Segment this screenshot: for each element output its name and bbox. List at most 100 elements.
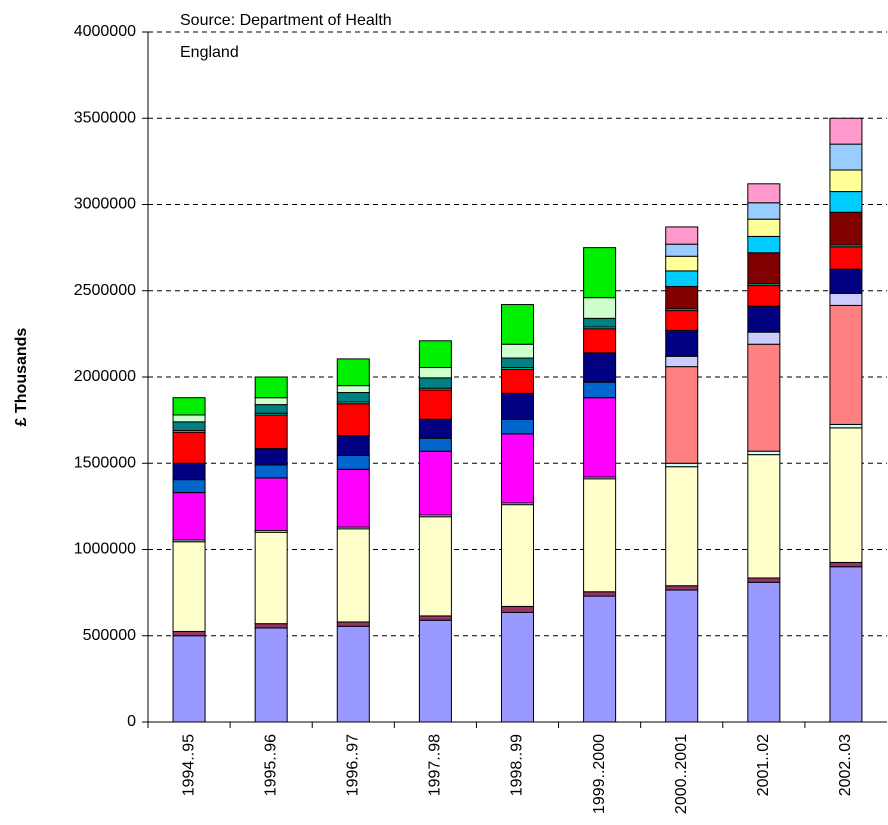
- bar-segment: [336, 435, 370, 456]
- bar-segment: [583, 317, 617, 328]
- bar-segment: [665, 310, 699, 331]
- bar-segment: [336, 403, 370, 437]
- bar-segment: [500, 418, 535, 435]
- bar-segment: [254, 623, 288, 629]
- x-tick-label: 1996..97: [344, 734, 361, 796]
- bar-segment: [254, 448, 288, 466]
- bar-segment: [747, 218, 781, 237]
- bar-segment: [336, 528, 370, 623]
- bar-segment: [829, 246, 863, 270]
- bar-segment: [336, 625, 370, 723]
- bar-segment: [336, 358, 370, 387]
- bar-segment: [665, 466, 699, 587]
- bar-segment: [172, 635, 206, 723]
- bar-segment: [418, 516, 452, 617]
- bar-segment: [418, 389, 452, 420]
- bar-segment: [172, 541, 206, 632]
- y-tick-label: 2500000: [74, 282, 136, 299]
- bar-segment: [665, 355, 699, 368]
- bar-segment: [500, 392, 535, 420]
- bar-segment: [747, 581, 781, 723]
- bar-segment: [172, 492, 206, 541]
- annotation: Source: Department of Health: [180, 12, 392, 29]
- bar-segment: [747, 450, 781, 456]
- bar-segment: [172, 462, 206, 481]
- bar-segment: [500, 605, 535, 613]
- bar-segment: [336, 454, 370, 470]
- bar-segment: [583, 397, 617, 478]
- bar-segment: [418, 377, 452, 389]
- bar-segment: [583, 591, 617, 597]
- bar-segment: [829, 561, 863, 568]
- bar-segment: [665, 462, 699, 468]
- bar-segment: [500, 433, 535, 504]
- bar-segment: [747, 343, 781, 452]
- bar-segment: [583, 297, 617, 319]
- bar-segment: [829, 191, 863, 213]
- bar-segment: [500, 357, 535, 369]
- bar-segment: [747, 235, 781, 254]
- bar-segment: [583, 381, 617, 399]
- y-tick-label: 1000000: [74, 541, 136, 558]
- bar-segment: [254, 414, 288, 450]
- bar-segment: [172, 431, 206, 464]
- bar-segment: [172, 421, 206, 431]
- bar-segment: [336, 621, 370, 627]
- bar-segment: [829, 117, 863, 145]
- bar-segment: [418, 437, 452, 452]
- y-tick-label: 3500000: [74, 109, 136, 126]
- bar-segment: [829, 268, 863, 294]
- x-tick-label: 2002..03: [837, 734, 854, 796]
- bar-segment: [418, 450, 452, 516]
- y-tick-label: 0: [127, 713, 136, 730]
- bar-segment: [172, 630, 206, 637]
- bar-segment: [747, 305, 781, 333]
- bar-segment: [665, 366, 699, 464]
- bar-segment: [172, 414, 206, 423]
- bar-segment: [418, 340, 452, 369]
- bar-segment: [500, 611, 535, 723]
- bar-segment: [583, 247, 617, 299]
- y-axis-title: £ Thousands: [13, 328, 30, 427]
- bar-segment: [829, 292, 863, 306]
- y-tick-label: 1500000: [74, 454, 136, 471]
- bar-segment: [583, 352, 617, 383]
- bar-segment: [665, 226, 699, 245]
- bar-segment: [500, 504, 535, 607]
- bar-segment: [583, 328, 617, 354]
- bar-segment: [829, 566, 863, 723]
- bar-segment: [665, 285, 699, 310]
- bar-segment: [665, 329, 699, 357]
- x-tick-label: 1999..2000: [591, 734, 608, 814]
- bar-segment: [665, 255, 699, 272]
- bar-segment: [583, 595, 617, 723]
- x-tick-label: 1995..96: [262, 734, 279, 796]
- bar-segment: [747, 202, 781, 220]
- x-tick-label: 1994..95: [180, 734, 197, 796]
- bar-segment: [500, 343, 535, 359]
- x-tick-label: 2000..2001: [673, 734, 690, 814]
- bar-segment: [829, 423, 863, 429]
- bar-segment: [254, 397, 288, 406]
- bar-segment: [254, 477, 288, 532]
- bar-segment: [747, 454, 781, 579]
- y-tick-label: 4000000: [74, 23, 136, 40]
- bar-segment: [665, 270, 699, 287]
- bar-segment: [254, 464, 288, 479]
- bar-segment: [418, 418, 452, 439]
- x-tick-label: 1997..98: [427, 734, 444, 796]
- annotation: England: [180, 44, 239, 61]
- bar-segment: [336, 468, 370, 528]
- bar-segment: [665, 585, 699, 591]
- bar-segment: [254, 404, 288, 414]
- bar-segment: [500, 368, 535, 394]
- bar-segment: [747, 577, 781, 583]
- bar-segment: [829, 169, 863, 193]
- bar-segment: [747, 183, 781, 204]
- y-tick-label: 3000000: [74, 196, 136, 213]
- bar-segment: [665, 243, 699, 257]
- bar-segment: [172, 479, 206, 494]
- bar-segment: [254, 531, 288, 625]
- x-tick-label: 2001..02: [755, 734, 772, 796]
